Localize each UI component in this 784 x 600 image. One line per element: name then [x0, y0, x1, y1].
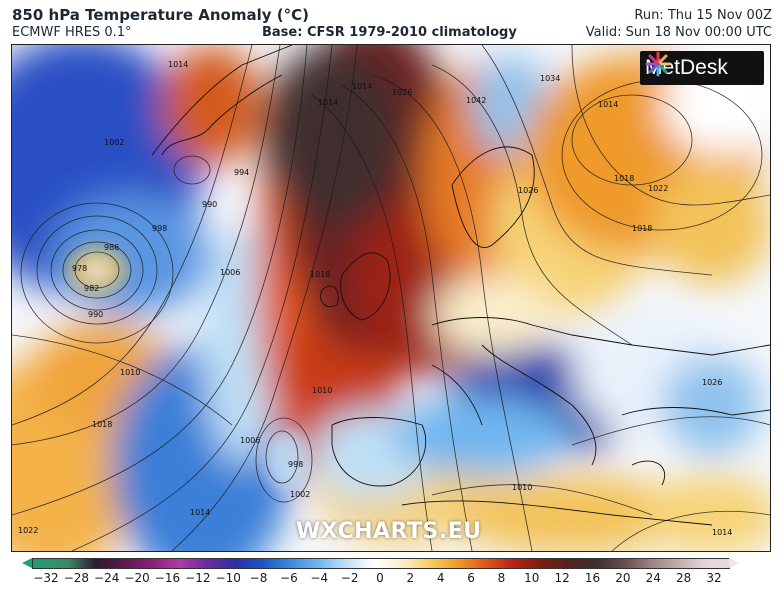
anomaly-map: 1014 1002 994 990 998 986 978 982 990 10…: [11, 44, 771, 552]
colorbar-max-arrow: [729, 558, 739, 568]
colorbar-tick-label: 32: [706, 571, 722, 585]
model-label: ECMWF HRES 0.1°: [12, 25, 132, 40]
isobar-label: 1018: [614, 174, 634, 183]
isobar-label: 1014: [318, 98, 338, 107]
isobar-label: 978: [72, 264, 87, 273]
metdesk-logo-icon: [645, 51, 671, 77]
colorbar-tick-label: 20: [615, 571, 631, 585]
colorbar-tick-label: −8: [249, 571, 268, 585]
colorbar-tick-label: 12: [554, 571, 570, 585]
isobar-label: 1026: [392, 88, 412, 97]
isobar-label: 1026: [518, 186, 538, 195]
colorbar-tick-label: 4: [436, 571, 445, 585]
wxcharts-watermark: WXCHARTS.EU: [296, 519, 482, 544]
isobar-label: 1018: [92, 420, 112, 429]
isobar-label: 1002: [290, 490, 310, 499]
isobar-label: 1010: [312, 386, 332, 395]
isobar-label: 1014: [190, 508, 210, 517]
isobar-label: 1006: [220, 268, 240, 277]
isobar-label: 1010: [120, 368, 140, 377]
colorbar-tick-label: 0: [376, 571, 384, 585]
isobar-label: 990: [202, 200, 217, 209]
isobar-label: 1018: [632, 224, 652, 233]
colorbar-tick-label: −16: [154, 571, 181, 585]
isobar-label: 1018: [310, 270, 330, 279]
colorbar-tick-label: −24: [94, 571, 120, 585]
isobar-label: 990: [88, 310, 103, 319]
isobar-labels: 1014 1002 994 990 998 986 978 982 990 10…: [18, 60, 732, 537]
isobar-label: 1014: [598, 100, 618, 109]
colorbar-min-arrow: [22, 558, 32, 568]
isobar-label: 1014: [712, 528, 732, 537]
colorbar-tick-label: −6: [280, 571, 298, 585]
colorbar-tick-label: −28: [63, 571, 90, 585]
colorbar-strip: [32, 558, 730, 569]
isobar-label: 1014: [352, 82, 372, 91]
isobar-label: 1014: [168, 60, 188, 69]
colorbar-tick-label: −12: [185, 571, 211, 585]
isobar-label: 1022: [648, 184, 668, 193]
colorbar-tick-label: −2: [340, 571, 359, 585]
colorbar-tick-label: 2: [406, 571, 415, 585]
run-time-label: Run: Thu 15 Nov 00Z: [634, 8, 772, 23]
chart-header: 850 hPa Temperature Anomaly (°C) ECMWF H…: [0, 0, 784, 44]
colorbar-tick-label: 24: [645, 571, 661, 585]
isobar-label: 1034: [540, 74, 560, 83]
isobar-label: 982: [84, 284, 99, 293]
colorbar-tick-label: −32: [33, 571, 59, 585]
isobar-label: 998: [288, 460, 303, 469]
colorbar-tick-label: 28: [675, 571, 692, 585]
anomaly-field: 1014 1002 994 990 998 986 978 982 990 10…: [12, 45, 770, 551]
isobar-label: 1042: [466, 96, 486, 105]
colorbar-tick-label: −20: [124, 571, 150, 585]
metdesk-logo: MetDesk: [640, 51, 764, 85]
colorbar-tick-label: 16: [584, 571, 601, 585]
isobar-label: 1010: [512, 483, 532, 492]
colorbar-tick-label: 8: [497, 571, 506, 585]
colorbar-tick-label: 10: [524, 571, 540, 585]
colorbar-tick-label: −10: [215, 571, 241, 585]
isobar-label: 998: [152, 224, 167, 233]
base-climatology-label: Base: CFSR 1979-2010 climatology: [262, 25, 517, 40]
isobar-label: 1002: [104, 138, 124, 147]
isobar-label: 1026: [702, 378, 722, 387]
isobar-label: 994: [234, 168, 249, 177]
colorbar-tick-label: −4: [310, 571, 329, 585]
isobar-label: 1006: [240, 436, 260, 445]
colorbar: −32 −28 −24 −20 −16 −12 −10 −8 −6 −4 −2 0 2 4 6 8 10 12 16…: [22, 556, 762, 596]
chart-title: 850 hPa Temperature Anomaly (°C): [12, 6, 309, 24]
valid-time-label: Valid: Sun 18 Nov 00:00 UTC: [585, 25, 772, 40]
isobar-label: 986: [104, 243, 119, 252]
colorbar-tick-label: 6: [467, 571, 475, 585]
isobar-label: 1022: [18, 526, 38, 535]
